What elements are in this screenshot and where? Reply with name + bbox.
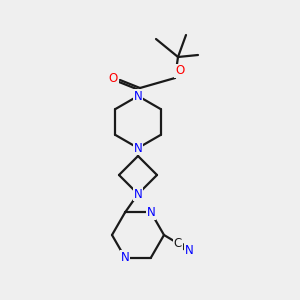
Text: C: C xyxy=(174,237,182,250)
Text: O: O xyxy=(108,73,118,85)
Text: O: O xyxy=(176,64,184,77)
Text: N: N xyxy=(147,206,155,219)
Text: N: N xyxy=(134,142,142,154)
Text: N: N xyxy=(121,251,129,264)
Text: N: N xyxy=(134,89,142,103)
Text: N: N xyxy=(185,244,194,257)
Text: N: N xyxy=(134,188,142,200)
